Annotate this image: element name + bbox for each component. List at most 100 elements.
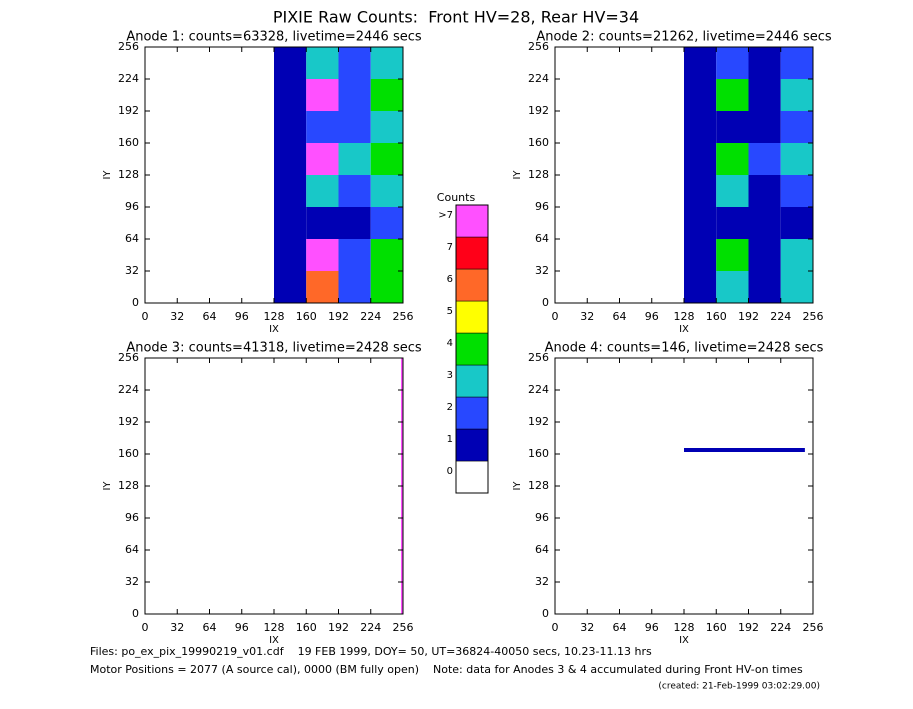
y-tick-label: 64: [535, 543, 549, 556]
x-tick-label: 96: [235, 310, 249, 323]
x-tick-label: 32: [580, 621, 594, 634]
heatmap-cell: [338, 79, 371, 111]
y-tick-label: 256: [118, 40, 139, 53]
heatmap-cell: [241, 239, 274, 271]
x-tick-label: 0: [142, 621, 149, 634]
heatmap-cell: [145, 79, 178, 111]
heatmap-cell: [651, 111, 684, 143]
heatmap-cell: [651, 143, 684, 175]
heatmap-cell: [145, 143, 178, 175]
x-axis-label: IX: [679, 635, 689, 646]
y-tick-label: 0: [132, 607, 139, 620]
heatmap-cell: [338, 175, 371, 207]
heatmap-cell: [306, 79, 339, 111]
y-tick-label: 160: [528, 136, 549, 149]
x-tick-label: 32: [170, 310, 184, 323]
heatmap-cell: [684, 358, 805, 448]
heatmap-cell: [804, 452, 813, 614]
heatmap-cell: [780, 111, 813, 143]
heatmap-cell: [241, 175, 274, 207]
heatmap-cell: [145, 271, 178, 303]
heatmap-cell: [209, 47, 242, 79]
heatmap-cell: [241, 79, 274, 111]
colorbar-swatch: [455, 332, 489, 366]
colorbar-frame: [455, 204, 489, 494]
heatmap-cell: [804, 358, 813, 448]
heatmap-cell: [555, 111, 588, 143]
y-tick-label: 224: [528, 72, 549, 85]
heatmap-cell: [748, 79, 781, 111]
x-tick-label: 96: [235, 621, 249, 634]
heatmap-cell: [274, 111, 307, 143]
x-tick-label: 256: [393, 621, 414, 634]
heatmap-cell: [209, 111, 242, 143]
colorbar-swatch: [455, 300, 489, 334]
heatmap-cell: [555, 239, 588, 271]
heatmap-cell: [587, 143, 620, 175]
heatmap-cell: [587, 79, 620, 111]
heatmap-cell: [145, 47, 178, 79]
y-tick-label: 0: [132, 296, 139, 309]
y-tick-label: 224: [118, 72, 139, 85]
heatmap-cell: [716, 47, 749, 79]
x-tick-label: 160: [296, 310, 317, 323]
heatmap-cell: [555, 47, 588, 79]
panel-title: Anode 3: counts=41318, livetime=2428 sec…: [126, 341, 422, 356]
colorbar-label: 1: [447, 434, 453, 445]
heatmap-cell: [619, 239, 652, 271]
y-tick-label: 64: [125, 543, 139, 556]
heatmap-cell: [716, 175, 749, 207]
heatmap-cell: [555, 79, 588, 111]
x-tick-label: 128: [674, 310, 695, 323]
y-tick-label: 256: [118, 351, 139, 364]
heatmap-cell: [338, 143, 371, 175]
heatmap-cell: [716, 111, 749, 143]
heatmap-cell: [684, 452, 805, 614]
heatmap-cell: [684, 239, 717, 271]
y-tick-label: 160: [528, 447, 549, 460]
x-tick-label: 256: [803, 310, 824, 323]
x-tick-label: 64: [613, 310, 627, 323]
footer-line: Files: po_ex_pix_19990219_v01.cdf 19 FEB…: [90, 645, 652, 658]
y-tick-label: 96: [535, 511, 549, 524]
heatmap-cell: [651, 207, 684, 239]
heatmap-cell: [716, 239, 749, 271]
heatmap-cell: [780, 271, 813, 303]
heatmap-cell: [370, 111, 403, 143]
heatmap-cell: [306, 175, 339, 207]
heatmap-cell: [555, 452, 684, 614]
heatmap-cell: [587, 271, 620, 303]
y-tick-label: 256: [528, 40, 549, 53]
y-axis-label: IY: [512, 170, 523, 180]
heatmap-cell: [370, 143, 403, 175]
heatmap-cell: [274, 271, 307, 303]
heatmap-cell: [651, 79, 684, 111]
heatmap-cell: [209, 207, 242, 239]
heatmap-cell: [748, 111, 781, 143]
heatmap-cell: [145, 111, 178, 143]
heatmap-cell: [177, 175, 210, 207]
heatmap-cell: [338, 111, 371, 143]
panel-title: Anode 2: counts=21262, livetime=2446 sec…: [536, 30, 832, 45]
heatmap-cell: [587, 207, 620, 239]
heatmap-cell: [684, 47, 717, 79]
figure-title: PIXIE Raw Counts: Front HV=28, Rear HV=3…: [273, 8, 639, 27]
x-tick-label: 256: [803, 621, 824, 634]
heatmap-cell: [241, 143, 274, 175]
heatmap-cell: [684, 143, 717, 175]
heatmap-cell: [370, 271, 403, 303]
colorbar-swatch: [455, 396, 489, 430]
x-axis-label: IX: [269, 324, 279, 335]
colorbar-label: >7: [438, 210, 453, 221]
heatmap-cell: [748, 239, 781, 271]
y-tick-label: 192: [528, 415, 549, 428]
heatmap-cell: [209, 175, 242, 207]
heatmap-cell: [555, 448, 684, 452]
heatmap-cell: [684, 271, 717, 303]
heatmap-cell: [209, 239, 242, 271]
colorbar-label: 4: [447, 338, 453, 349]
heatmap-cell: [619, 175, 652, 207]
heatmap-cell: [780, 79, 813, 111]
heatmap-cell: [177, 143, 210, 175]
heatmap-cell: [748, 207, 781, 239]
